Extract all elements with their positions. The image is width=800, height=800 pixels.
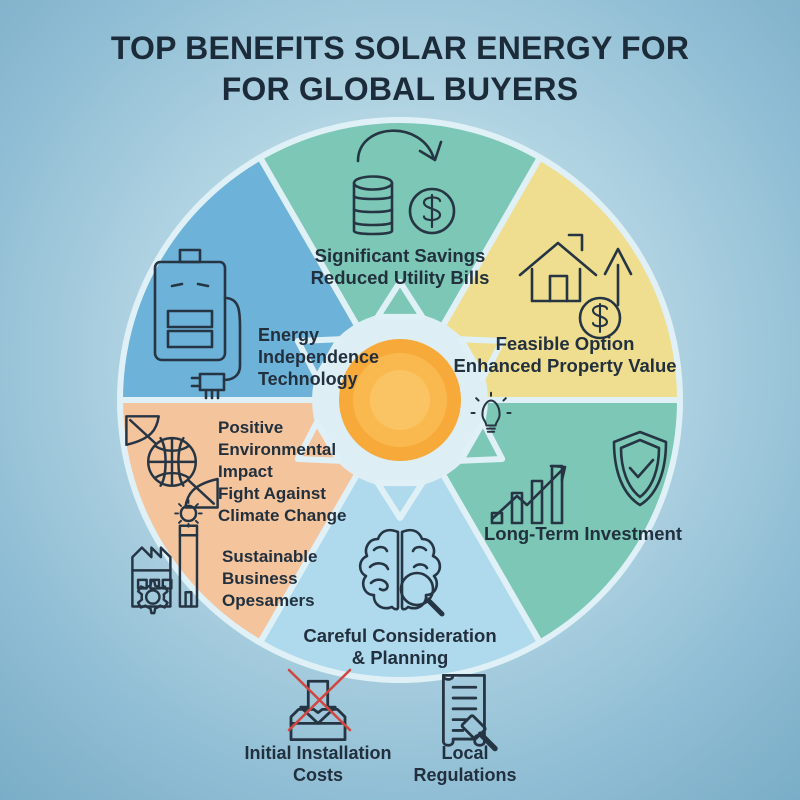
svg-text:Opesamers: Opesamers: [222, 591, 315, 610]
svg-text:Regulations: Regulations: [413, 765, 516, 785]
svg-text:Initial Installation: Initial Installation: [244, 743, 391, 763]
svg-text:Positive: Positive: [218, 418, 283, 437]
svg-text:Business: Business: [222, 569, 298, 588]
svg-text:Reduced Utility Bills: Reduced Utility Bills: [311, 267, 490, 288]
svg-text:Local: Local: [441, 743, 488, 763]
svg-text:Sustainable: Sustainable: [222, 547, 317, 566]
svg-text:& Planning: & Planning: [352, 647, 449, 668]
svg-text:Fight Against: Fight Against: [218, 484, 326, 503]
svg-text:Energy: Energy: [258, 325, 319, 345]
svg-text:Careful Consideration: Careful Consideration: [303, 625, 496, 646]
svg-text:Significant Savings: Significant Savings: [315, 245, 486, 266]
svg-text:Impact: Impact: [218, 462, 273, 481]
svg-text:Costs: Costs: [293, 765, 343, 785]
svg-text:Long-Term Investment: Long-Term Investment: [484, 523, 682, 544]
svg-text:Feasible Option: Feasible Option: [496, 333, 635, 354]
svg-text:Climate Change: Climate Change: [218, 506, 346, 525]
svg-text:Technology: Technology: [258, 369, 358, 389]
svg-text:Environmental: Environmental: [218, 440, 336, 459]
svg-text:Enhanced Property Value: Enhanced Property Value: [453, 355, 676, 376]
svg-text:Independence: Independence: [258, 347, 379, 367]
